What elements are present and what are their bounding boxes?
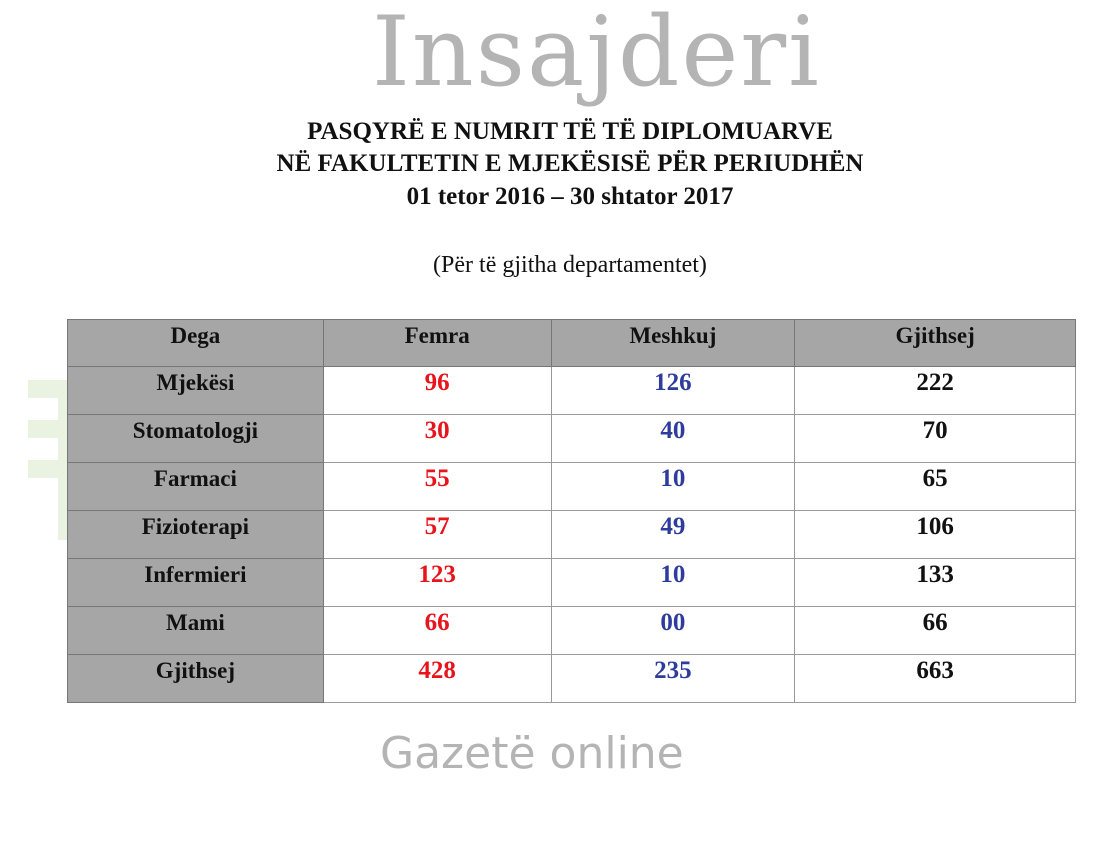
- cell-femra: 96: [322, 366, 552, 415]
- cell-femra: 123: [322, 558, 552, 607]
- cell-dega: Farmaci: [67, 462, 324, 511]
- watermark-tagline: Gazetë online: [380, 728, 684, 779]
- cell-meshkuj: 40: [550, 414, 796, 463]
- table-row: Infermieri 123 10 133: [67, 558, 1076, 607]
- cell-dega: Infermieri: [67, 558, 324, 607]
- cell-dega: Fizioterapi: [67, 510, 324, 559]
- cell-gjithsej: 106: [794, 510, 1076, 559]
- cell-meshkuj: 49: [550, 510, 796, 559]
- document-subtitle: (Për të gjitha departamentet): [433, 252, 707, 278]
- header-dega: Dega: [67, 319, 324, 367]
- document-title-line-1: PASQYRË E NUMRIT TË TË DIPLOMUARVE: [307, 118, 833, 145]
- cell-femra: 30: [322, 414, 552, 463]
- cell-gjithsej: 222: [794, 366, 1076, 415]
- table-row: Gjithsej 428 235 663: [67, 654, 1076, 703]
- table-header-row: Dega Femra Meshkuj Gjithsej: [67, 319, 1076, 367]
- header-meshkuj: Meshkuj: [550, 319, 796, 367]
- header-gjithsej: Gjithsej: [794, 319, 1076, 367]
- cell-dega: Mjekësi: [67, 366, 324, 415]
- cell-meshkuj: 00: [550, 606, 796, 655]
- cell-femra: 55: [322, 462, 552, 511]
- cell-dega: Mami: [67, 606, 324, 655]
- header-femra: Femra: [322, 319, 552, 367]
- table-row: Fizioterapi 57 49 106: [67, 510, 1076, 559]
- cell-femra: 57: [322, 510, 552, 559]
- cell-meshkuj: 235: [550, 654, 796, 703]
- cell-gjithsej: 663: [794, 654, 1076, 703]
- document-title-period: 01 tetor 2016 – 30 shtator 2017: [406, 183, 734, 210]
- watermark-name: Insajderi: [372, 0, 821, 108]
- cell-meshkuj: 126: [550, 366, 796, 415]
- cell-meshkuj: 10: [550, 558, 796, 607]
- cell-dega: Stomatologji: [67, 414, 324, 463]
- table-row: Mjekësi 96 126 222: [67, 366, 1076, 415]
- table-row: Stomatologji 30 40 70: [67, 414, 1076, 463]
- cell-gjithsej: 65: [794, 462, 1076, 511]
- cell-meshkuj: 10: [550, 462, 796, 511]
- cell-dega: Gjithsej: [67, 654, 324, 703]
- document-title-line-2: NË FAKULTETIN E MJEKËSISË PËR PERIUDHËN: [276, 150, 864, 177]
- cell-femra: 428: [322, 654, 552, 703]
- cell-gjithsej: 133: [794, 558, 1076, 607]
- graduates-table: Dega Femra Meshkuj Gjithsej Mjekësi 96 126…: [67, 319, 1076, 703]
- cell-gjithsej: 70: [794, 414, 1076, 463]
- table-row: Mami 66 00 66: [67, 606, 1076, 655]
- table-row: Farmaci 55 10 65: [67, 462, 1076, 511]
- cell-gjithsej: 66: [794, 606, 1076, 655]
- cell-femra: 66: [322, 606, 552, 655]
